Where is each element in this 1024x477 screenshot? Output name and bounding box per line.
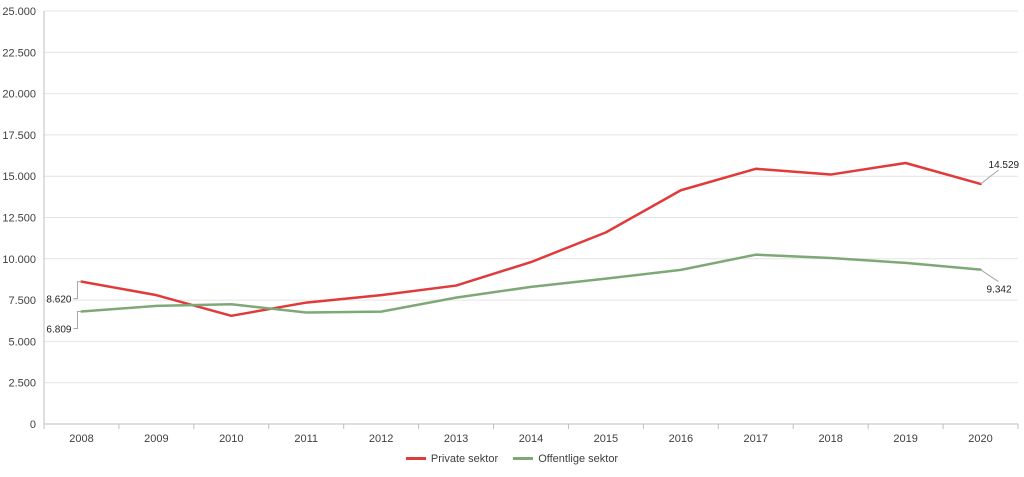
x-tick-label: 2018 [818, 433, 842, 445]
x-tick-label: 2011 [294, 433, 318, 445]
legend-item-private: Private sektor [405, 452, 499, 465]
y-tick-label: 20.000 [2, 89, 36, 101]
gridlines [44, 10, 1018, 384]
x-tick-label: 2017 [744, 433, 768, 445]
legend-swatch-private [405, 457, 426, 460]
y-tick-label: 15.000 [2, 171, 36, 183]
y-tick-label: 10.000 [2, 254, 36, 266]
legend-label-public: Offentlige sektor [538, 452, 619, 465]
x-tick-label: 2013 [444, 433, 468, 445]
data-labels: 8.620 14.529 6.809 9.342 [46, 160, 1019, 336]
y-tick-label: 0 [30, 419, 36, 431]
x-tick-label: 2016 [669, 433, 693, 445]
series-line-public [80, 253, 982, 314]
x-tick-label: 2015 [594, 433, 618, 445]
legend: Private sektor Offentlige sektor [0, 451, 1024, 465]
y-tick-label: 2.500 [8, 378, 36, 390]
label-leader-line [73, 281, 82, 300]
x-tick-label: 2012 [369, 433, 393, 445]
legend-item-public: Offentlige sektor [513, 453, 618, 465]
series-lines [80, 161, 982, 318]
series-line-private [80, 161, 982, 318]
x-tick-label: 2008 [69, 433, 93, 445]
legend-label-private: Private sektor [430, 452, 499, 465]
label-leader-line [980, 169, 999, 185]
x-tick-label: 2010 [219, 433, 243, 445]
data-label: 9.342 [987, 285, 1012, 296]
legend-swatch-public [513, 457, 534, 460]
y-tick-label: 22.500 [2, 47, 36, 59]
data-label: 6.809 [46, 325, 71, 336]
y-tick-label: 12.500 [2, 213, 36, 225]
label-leader-line [980, 269, 999, 283]
data-label: 8.620 [46, 295, 71, 306]
y-tick-label: 5.000 [8, 336, 36, 348]
x-tick-label: 2020 [968, 433, 992, 445]
label-leader-line [73, 311, 82, 330]
x-tick-label: 2019 [893, 433, 917, 445]
y-tick-label: 25.000 [2, 6, 36, 18]
y-tick-label: 7.500 [8, 295, 36, 307]
x-tick-label: 2009 [144, 433, 168, 445]
x-tick-label: 2014 [519, 433, 543, 445]
axes: 0 2.500 5.000 7.500 10.000 12.500 15.000 17.500… [2, 6, 1019, 445]
y-tick-label: 17.500 [2, 130, 36, 142]
data-label: 14.529 [989, 160, 1020, 171]
